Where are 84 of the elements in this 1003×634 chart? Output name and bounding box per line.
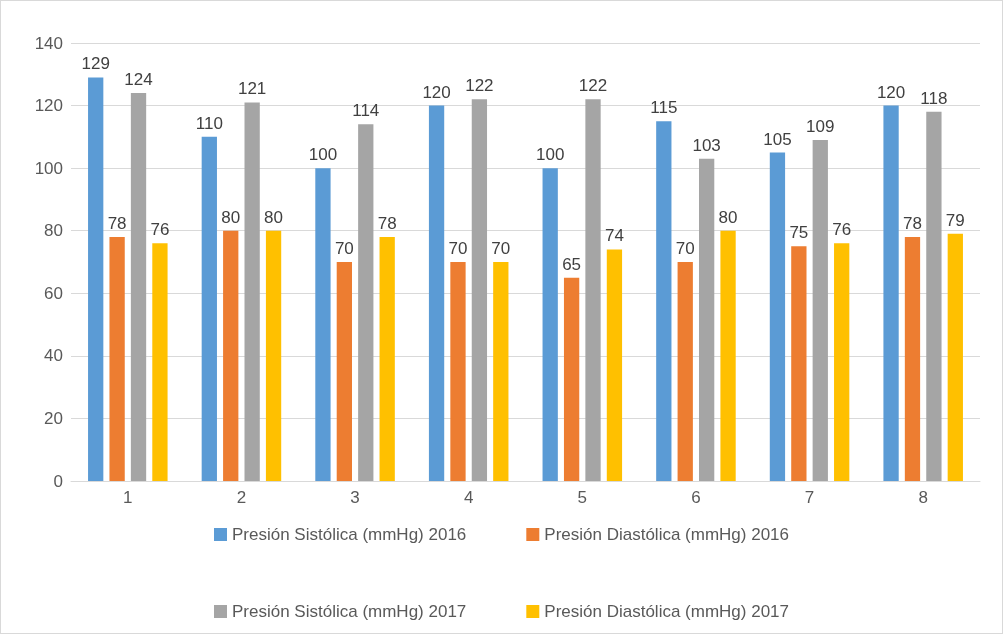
bar (699, 158, 715, 481)
data-label: 70 (334, 239, 354, 258)
data-label: 129 (81, 54, 110, 74)
y-tick-label: 40 (44, 346, 63, 366)
y-tick-label: 120 (34, 96, 63, 116)
x-tick-label: 6 (691, 488, 701, 507)
y-tick-label: 60 (44, 283, 63, 303)
bar (152, 243, 168, 481)
data-label: 114 (352, 101, 380, 121)
bar (265, 230, 282, 481)
bar (88, 77, 104, 481)
data-label: 122 (578, 76, 608, 96)
bar (769, 152, 786, 481)
data-label: 75 (789, 223, 809, 243)
bar (471, 99, 488, 481)
data-label: 70 (448, 239, 468, 258)
bar (542, 168, 558, 481)
data-label: 70 (491, 239, 511, 258)
data-label: 74 (604, 226, 624, 246)
legend-label: Presión Diastólica (mmHg) 2017 (544, 602, 790, 621)
bar (656, 121, 672, 481)
y-tick-label: 80 (44, 221, 63, 241)
y-tick-label: 20 (44, 408, 63, 428)
y-tick-label: 140 (34, 33, 63, 53)
bar (606, 249, 623, 481)
bar (812, 139, 828, 481)
x-tick-label: 2 (236, 488, 247, 507)
data-label: 110 (195, 113, 223, 133)
bar (358, 124, 374, 481)
y-tick-label: 0 (53, 471, 63, 491)
data-label: 79 (945, 210, 965, 230)
bar (563, 277, 580, 481)
bar (904, 236, 921, 481)
x-tick-label: 5 (577, 488, 588, 507)
data-label: 80 (718, 207, 738, 227)
bar (947, 233, 963, 481)
bar (315, 168, 331, 481)
data-label: 120 (876, 82, 906, 102)
bar (109, 236, 125, 481)
bar (379, 236, 395, 481)
data-label: 100 (308, 145, 338, 165)
data-label: 103 (692, 135, 721, 155)
legend-label: Presión Sistólica (mmHg) 2016 (232, 525, 467, 544)
data-label: 118 (920, 88, 948, 108)
data-label: 80 (264, 207, 284, 227)
data-label: 120 (422, 82, 451, 102)
bar (720, 230, 736, 481)
x-tick-label: 3 (350, 488, 360, 507)
data-label: 70 (675, 239, 695, 258)
bar (585, 99, 601, 481)
x-tick-label: 7 (804, 488, 815, 507)
x-tick-label: 1 (123, 488, 133, 507)
bar (493, 262, 509, 481)
y-tick-label: 100 (34, 158, 63, 178)
bar (883, 105, 899, 481)
data-label: 124 (124, 70, 153, 90)
bar (834, 243, 850, 481)
data-label: 109 (806, 116, 835, 136)
bar (926, 111, 942, 481)
data-label: 115 (650, 98, 678, 118)
data-label: 78 (377, 213, 397, 233)
legend-label: Presión Diastólica (mmHg) 2016 (544, 525, 790, 544)
data-label: 65 (562, 254, 582, 274)
bar (336, 262, 352, 481)
bar (450, 262, 466, 481)
data-label: 122 (465, 76, 494, 96)
bar (244, 102, 260, 481)
data-label: 76 (832, 220, 852, 240)
bar (201, 136, 217, 481)
bar (130, 93, 147, 481)
data-label: 105 (763, 129, 792, 149)
data-label: 76 (150, 220, 170, 240)
data-label: 100 (536, 145, 565, 165)
bar (223, 230, 239, 481)
x-tick-label: 4 (463, 488, 474, 507)
x-tick-label: 8 (918, 488, 928, 507)
data-label: 78 (107, 213, 127, 233)
data-label: 78 (903, 213, 922, 233)
legend-label: Presión Sistólica (mmHg) 2017 (232, 602, 467, 621)
bar (677, 262, 693, 481)
bar (428, 105, 445, 481)
data-label: 80 (221, 207, 241, 227)
data-label: 121 (237, 79, 267, 99)
bar (791, 246, 807, 481)
